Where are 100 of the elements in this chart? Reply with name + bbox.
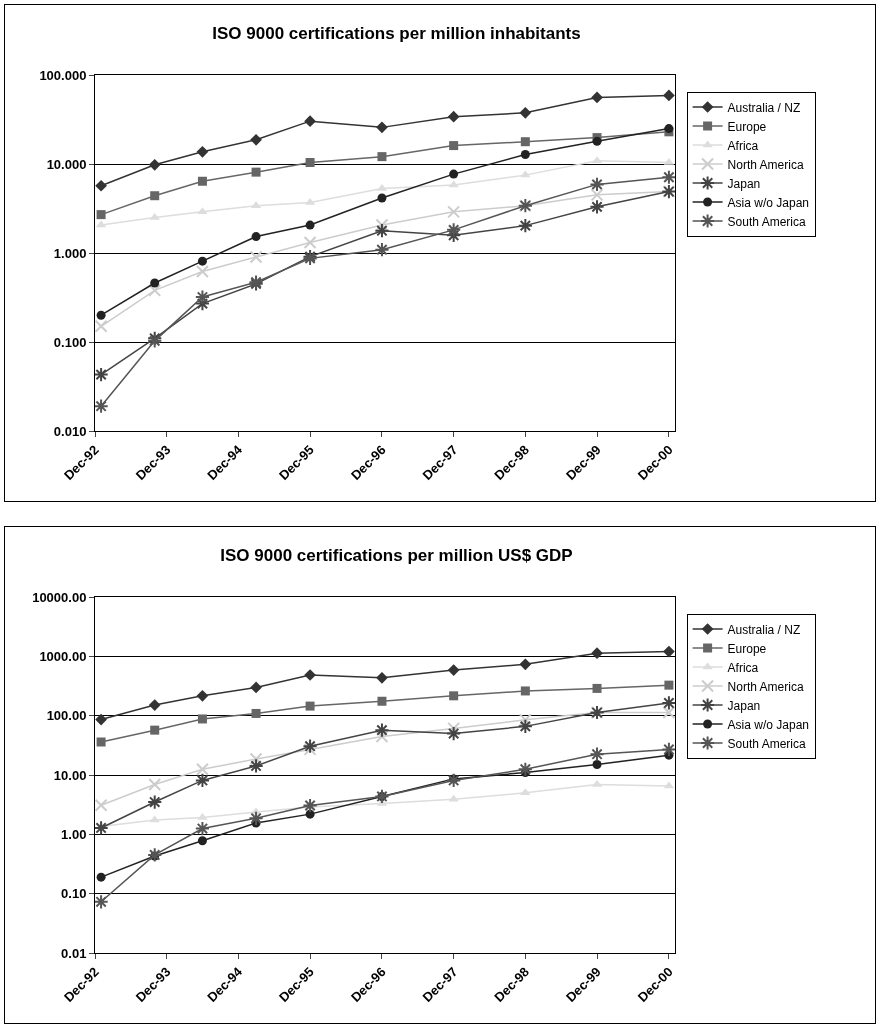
- point: [197, 812, 208, 820]
- legend-label: Europe: [727, 641, 767, 656]
- point: [248, 758, 264, 774]
- y-tick-label: 10000.00: [32, 589, 87, 605]
- y-tick-label: 1.00: [61, 826, 87, 842]
- point: [446, 772, 462, 789]
- legend-label: North America: [727, 679, 804, 694]
- point: [148, 158, 161, 171]
- point: [377, 152, 387, 162]
- y-tick-label: 1000.00: [39, 648, 87, 664]
- point: [196, 689, 209, 702]
- point: [96, 210, 106, 220]
- point: [96, 872, 106, 882]
- point: [664, 680, 674, 690]
- point: [661, 169, 677, 185]
- point: [149, 815, 160, 823]
- point: [375, 729, 389, 743]
- legend-label: Australia / NZ: [727, 100, 801, 115]
- point: [197, 714, 207, 724]
- point: [447, 110, 460, 123]
- point: [520, 149, 530, 159]
- legend-label: Africa: [727, 660, 759, 675]
- y-tick-label: 100.00: [46, 708, 87, 724]
- point: [589, 746, 605, 762]
- point: [148, 699, 161, 711]
- point: [95, 713, 107, 726]
- point: [197, 207, 208, 215]
- point: [305, 157, 315, 167]
- point: [520, 686, 530, 696]
- point: [374, 722, 390, 738]
- legend-label: South America: [727, 214, 806, 229]
- legend-label: Europe: [727, 119, 767, 134]
- y-tick-label: 100.000: [39, 67, 87, 83]
- point: [447, 664, 460, 676]
- point: [518, 713, 532, 727]
- point: [304, 115, 316, 127]
- chart-title: ISO 9000 certifications per million US$ GDP: [220, 546, 573, 566]
- y-tick-label: 10.00: [53, 767, 87, 783]
- point: [93, 894, 109, 910]
- y-tick-label: 0.100: [53, 334, 87, 350]
- point: [251, 232, 261, 242]
- point: [95, 179, 107, 192]
- legend-label: Japan: [727, 176, 761, 191]
- point: [449, 691, 459, 701]
- point: [592, 760, 602, 770]
- point: [196, 145, 209, 158]
- point: [520, 137, 530, 147]
- point: [96, 310, 106, 320]
- point: [519, 106, 532, 119]
- point: [148, 778, 162, 792]
- point: [94, 319, 108, 333]
- point: [591, 647, 603, 660]
- point: [446, 222, 462, 238]
- point: [663, 645, 675, 658]
- point: [248, 810, 264, 826]
- point: [589, 176, 605, 192]
- point: [194, 289, 211, 305]
- chart-title: ISO 9000 certifications per million inhabitants: [212, 24, 581, 44]
- point: [517, 218, 533, 234]
- y-tick-label: 0.01: [61, 945, 87, 961]
- legend-label: Australia / NZ: [727, 622, 801, 637]
- point: [150, 725, 160, 735]
- point: [661, 741, 677, 758]
- point: [374, 223, 390, 239]
- point: [249, 752, 263, 766]
- point: [150, 191, 160, 201]
- point: [376, 121, 388, 134]
- point: [520, 788, 531, 796]
- point: [517, 718, 533, 734]
- point: [303, 236, 317, 250]
- y-tick-label: 10.000: [46, 156, 87, 172]
- point: [449, 141, 459, 151]
- point: [302, 797, 318, 814]
- point: [661, 695, 677, 711]
- point: [375, 218, 389, 232]
- legend-label: Asia w/o Japan: [727, 195, 809, 210]
- y-tick-label: 1.000: [53, 245, 87, 261]
- point: [194, 296, 211, 312]
- point: [374, 242, 390, 258]
- point: [592, 683, 602, 693]
- y-tick-label: 0.10: [61, 886, 87, 902]
- point: [93, 367, 109, 383]
- point: [591, 91, 603, 104]
- legend-label: Africa: [727, 138, 759, 153]
- point: [377, 696, 387, 706]
- point: [589, 199, 605, 215]
- point: [194, 820, 211, 837]
- point: [448, 794, 459, 802]
- y-tick-label: 0.010: [53, 423, 87, 439]
- point: [251, 167, 261, 177]
- point: [195, 762, 209, 776]
- point: [446, 725, 462, 742]
- point: [94, 798, 108, 812]
- point: [447, 205, 461, 219]
- point: [96, 737, 106, 747]
- point: [376, 671, 388, 684]
- point: [519, 658, 532, 671]
- point: [517, 761, 533, 777]
- point: [305, 701, 315, 711]
- point: [449, 169, 459, 179]
